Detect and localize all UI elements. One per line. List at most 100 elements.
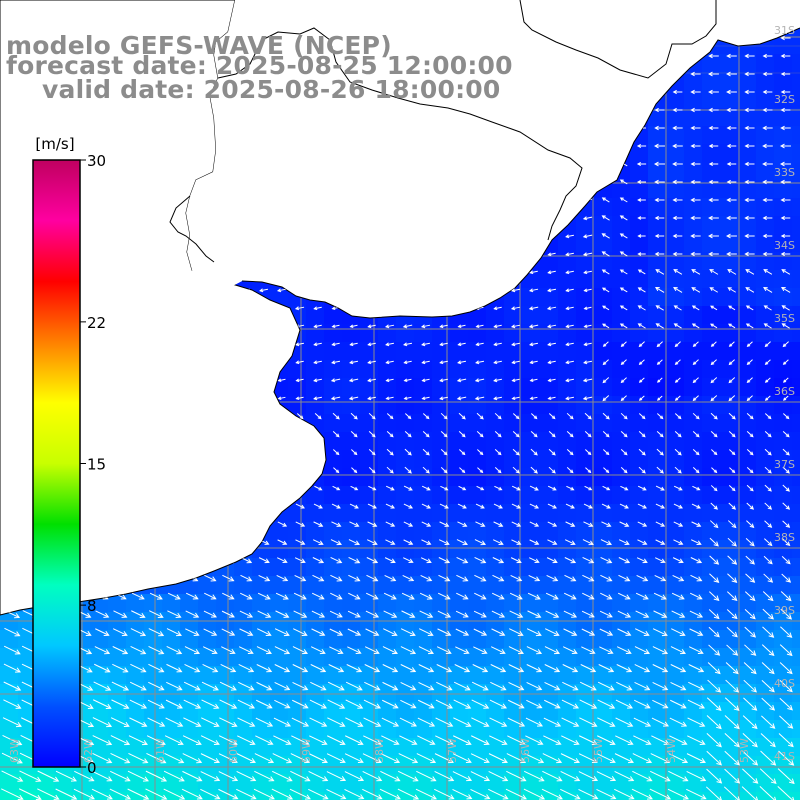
wind-speed-cell xyxy=(468,450,487,469)
wind-speed-cell xyxy=(738,468,757,487)
wind-speed-cell xyxy=(792,72,800,91)
longitude-label: 59W xyxy=(300,738,313,763)
wind-speed-cell xyxy=(144,594,163,613)
wind-speed-cell xyxy=(756,684,775,703)
wind-speed-cell xyxy=(756,774,775,793)
wind-speed-cell xyxy=(792,360,800,379)
wind-speed-cell xyxy=(522,720,541,739)
wind-speed-cell xyxy=(756,378,775,397)
wind-speed-cell xyxy=(666,450,685,469)
wind-speed-cell xyxy=(684,270,703,289)
wind-speed-cell xyxy=(486,450,505,469)
longitude-label: 54W xyxy=(665,738,678,763)
wind-speed-cell xyxy=(306,702,325,721)
colorbar-tick-label: 22 xyxy=(87,314,106,332)
wind-speed-cell xyxy=(594,198,613,217)
wind-speed-cell xyxy=(540,414,559,433)
wind-speed-cell xyxy=(270,684,289,703)
valid-date: valid date: 2025-08-26 18:00:00 xyxy=(42,77,500,102)
wind-speed-cell xyxy=(360,720,379,739)
wind-speed-cell xyxy=(108,648,127,667)
wind-speed-cell xyxy=(306,684,325,703)
wind-speed-cell xyxy=(702,432,721,451)
wind-speed-cell xyxy=(162,666,181,685)
wind-speed-cell xyxy=(540,486,559,505)
wind-speed-cell xyxy=(324,630,343,649)
wind-speed-cell xyxy=(630,594,649,613)
wind-speed-cell xyxy=(468,702,487,721)
wind-speed-cell xyxy=(216,648,235,667)
wind-speed-cell xyxy=(612,630,631,649)
wind-speed-cell xyxy=(180,702,199,721)
wind-speed-cell xyxy=(684,738,703,757)
wind-speed-cell xyxy=(396,648,415,667)
wind-speed-cell xyxy=(432,468,451,487)
wind-speed-cell xyxy=(792,342,800,361)
latitude-label: 41S xyxy=(774,750,795,763)
wind-speed-cell xyxy=(720,666,739,685)
longitude-label: 63W xyxy=(8,738,21,763)
wind-speed-cell xyxy=(612,702,631,721)
wind-speed-cell xyxy=(198,684,217,703)
wind-speed-cell xyxy=(486,486,505,505)
wind-speed-cell xyxy=(594,486,613,505)
wind-speed-cell xyxy=(108,702,127,721)
wind-speed-cell xyxy=(90,684,109,703)
wind-speed-cell xyxy=(144,648,163,667)
wind-speed-cell xyxy=(414,450,433,469)
wind-speed-cell xyxy=(612,252,631,271)
wind-speed-cell xyxy=(720,414,739,433)
wind-speed-cell xyxy=(144,702,163,721)
wind-speed-cell xyxy=(774,558,793,577)
wind-speed-cell xyxy=(234,666,253,685)
wind-speed-cell xyxy=(594,702,613,721)
wind-speed-cell xyxy=(378,648,397,667)
wind-speed-cell xyxy=(702,684,721,703)
wind-speed-cell xyxy=(468,666,487,685)
wind-speed-cell xyxy=(414,720,433,739)
wind-speed-cell xyxy=(342,738,361,757)
wind-speed-cell xyxy=(594,324,613,343)
wind-speed-cell xyxy=(702,378,721,397)
wind-speed-cell xyxy=(594,342,613,361)
wind-speed-cell xyxy=(702,486,721,505)
wind-speed-cell xyxy=(162,702,181,721)
wind-speed-cell xyxy=(630,666,649,685)
wind-speed-cell xyxy=(630,396,649,415)
wind-speed-cell xyxy=(342,702,361,721)
colorbar-unit-label: [m/s] xyxy=(35,135,74,153)
wind-speed-cell xyxy=(630,702,649,721)
wind-speed-cell xyxy=(180,720,199,739)
wind-speed-cell xyxy=(468,630,487,649)
wind-speed-cell xyxy=(630,630,649,649)
wind-speed-cell xyxy=(342,684,361,703)
wind-speed-cell xyxy=(594,252,613,271)
colorbar-tick-label: 8 xyxy=(87,597,97,615)
wind-speed-cell xyxy=(702,342,721,361)
wind-speed-cell xyxy=(450,720,469,739)
wind-speed-cell xyxy=(756,270,775,289)
wind-speed-cell xyxy=(414,630,433,649)
wind-speed-cell xyxy=(594,378,613,397)
wind-speed-cell xyxy=(738,504,757,523)
wind-speed-cell xyxy=(720,486,739,505)
wind-speed-cell xyxy=(612,234,631,253)
wind-speed-cell xyxy=(162,630,181,649)
wind-speed-cell xyxy=(108,666,127,685)
wind-speed-cell xyxy=(522,666,541,685)
wind-speed-cell xyxy=(702,288,721,307)
wind-speed-cell xyxy=(450,630,469,649)
wind-speed-cell xyxy=(702,504,721,523)
wind-speed-cell xyxy=(612,270,631,289)
wind-speed-cell xyxy=(360,630,379,649)
wind-speed-cell xyxy=(252,702,271,721)
wind-speed-cell xyxy=(720,324,739,343)
wind-speed-cell xyxy=(396,414,415,433)
wind-speed-cell xyxy=(306,720,325,739)
wind-speed-cell xyxy=(288,648,307,667)
wind-speed-cell xyxy=(360,684,379,703)
wind-speed-cell xyxy=(756,486,775,505)
wind-speed-cell xyxy=(774,270,793,289)
wind-speed-cell xyxy=(396,666,415,685)
wind-speed-cell xyxy=(234,594,253,613)
